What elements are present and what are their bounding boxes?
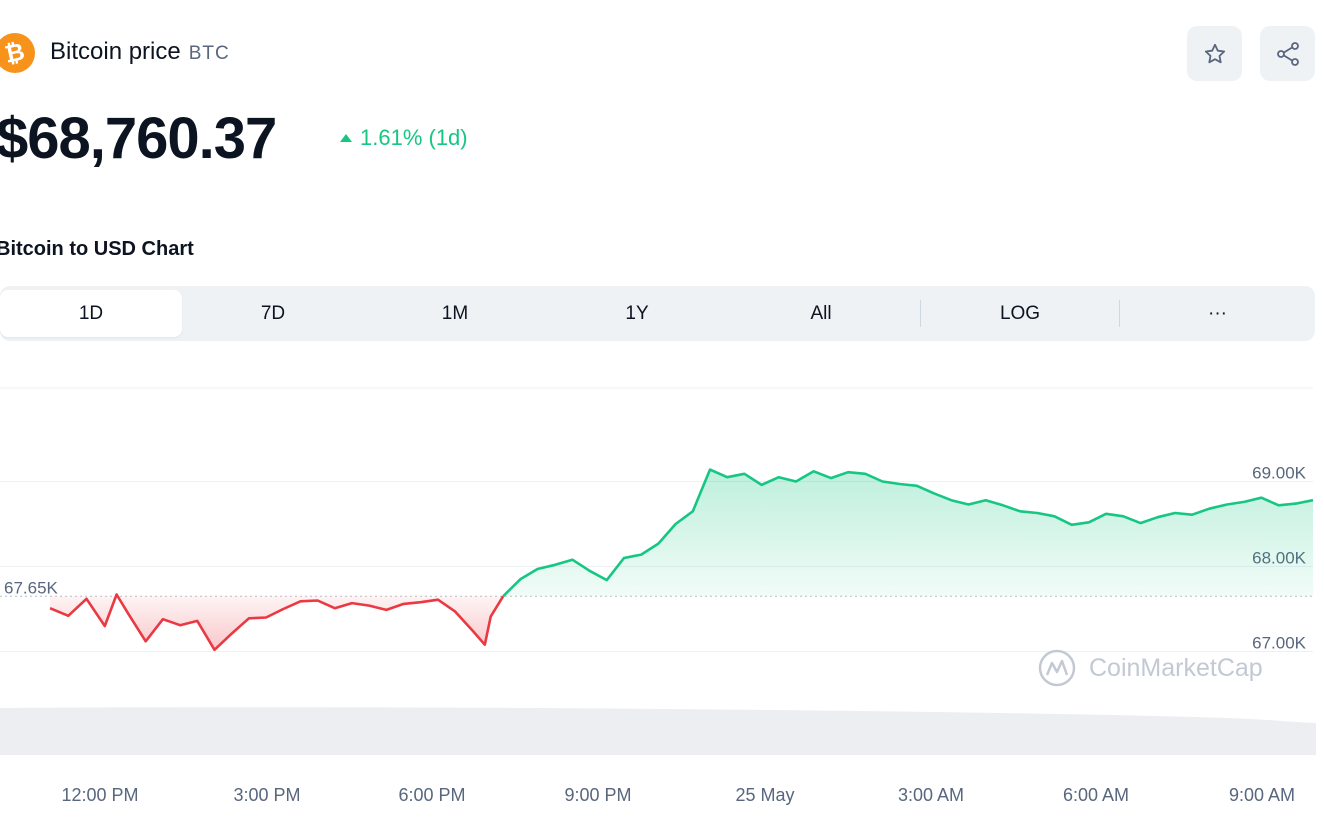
tab-1y[interactable]: 1Y — [625, 302, 649, 324]
tab-7d[interactable]: 7D — [260, 302, 286, 324]
more-options-button[interactable]: ··· — [1208, 302, 1227, 324]
tab-divider — [920, 300, 921, 327]
x-tick-label: 3:00 PM — [233, 785, 300, 805]
chart-range-tabs: 1D 7D 1M 1Y All LOG ··· — [0, 286, 1315, 341]
x-tick-label: 25 May — [735, 785, 794, 805]
x-tick-label: 9:00 PM — [564, 785, 631, 805]
x-tick-label: 6:00 PM — [398, 785, 465, 805]
x-tick-label: 6:00 AM — [1063, 785, 1129, 805]
coin-title: Bitcoin price BTC — [50, 38, 230, 66]
tab-1m[interactable]: 1M — [441, 302, 469, 324]
x-tick-label: 12:00 PM — [61, 785, 138, 805]
coinmarketcap-watermark: CoinMarketCap — [1037, 648, 1263, 688]
favorite-button[interactable] — [1187, 26, 1242, 81]
chart-heading: Bitcoin to USD Chart — [0, 238, 194, 260]
bitcoin-glyph: ₿ — [2, 36, 28, 69]
share-button[interactable] — [1260, 26, 1315, 81]
baseline-label: 67.65K — [4, 578, 59, 597]
coinmarketcap-logo-icon — [1038, 649, 1076, 687]
below-baseline-area — [50, 594, 504, 650]
price-change-value: 1.61% (1d) — [360, 125, 468, 150]
y-tick-label: 67.00K — [1252, 634, 1307, 653]
coin-symbol: BTC — [188, 43, 230, 64]
tab-all[interactable]: All — [810, 302, 832, 324]
star-icon — [1204, 43, 1225, 63]
bitcoin-logo-icon: ₿ — [0, 33, 35, 73]
price-line-down — [49, 593, 505, 652]
x-tick-label: 3:00 AM — [898, 785, 964, 805]
tab-1d[interactable]: 1D — [0, 290, 182, 337]
tab-divider — [1119, 300, 1120, 327]
tab-log[interactable]: LOG — [999, 302, 1041, 324]
price-change: 1.61% (1d) — [340, 125, 468, 151]
price-line-up — [502, 468, 1314, 598]
y-tick-label: 69.00K — [1252, 464, 1307, 483]
x-tick-label: 9:00 AM — [1229, 785, 1295, 805]
current-price: $68,760.37 — [0, 106, 277, 171]
volume-band — [0, 707, 1316, 755]
watermark-text: CoinMarketCap — [1089, 653, 1263, 682]
above-baseline-area — [503, 469, 1314, 597]
coin-name: Bitcoin price — [50, 38, 181, 65]
share-icon — [1276, 41, 1299, 66]
up-arrow-icon — [340, 134, 352, 142]
